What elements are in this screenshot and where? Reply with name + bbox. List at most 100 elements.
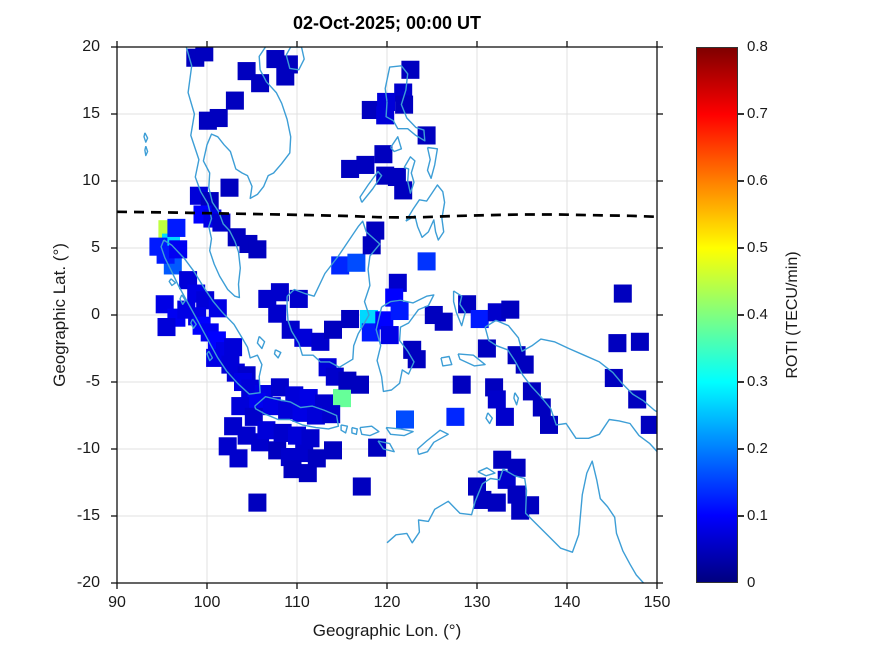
x-tick-label: 130 [463, 594, 491, 611]
colorbar-tick-label: 0.3 [747, 373, 768, 390]
roti-cell [497, 470, 516, 489]
coastline-path [285, 47, 305, 71]
roti-cell [640, 415, 657, 434]
y-tick-label: -20 [76, 574, 100, 591]
roti-cell [515, 355, 534, 374]
x-tick-label: 100 [193, 594, 221, 611]
roti-cell [540, 415, 558, 434]
roti-cell [283, 460, 302, 479]
roti-cell [251, 74, 270, 93]
roti-cell [396, 410, 414, 429]
roti-cell [322, 405, 341, 424]
roti-cell [167, 218, 186, 237]
coastline-path [179, 294, 187, 305]
roti-cell [285, 386, 304, 405]
roti-cell [388, 273, 407, 292]
colorbar-tick-mark [738, 180, 744, 182]
colorbar-tick-mark [738, 247, 744, 249]
roti-cell [299, 389, 318, 408]
roti-cell [289, 289, 308, 308]
y-tick-label: -10 [76, 440, 100, 457]
roti-cell [477, 339, 496, 358]
roti-cell [380, 326, 399, 345]
roti-cell [417, 252, 436, 271]
coastline-path [351, 426, 358, 435]
coastline-path [384, 65, 426, 142]
coastline-path [340, 424, 349, 434]
colorbar-tick-mark [738, 314, 744, 316]
roti-cell [229, 449, 248, 468]
x-axis-label: Geographic Lon. (°) [312, 621, 462, 640]
roti-cell [270, 283, 289, 302]
roti-cell [273, 423, 292, 442]
roti-cell [307, 449, 326, 468]
coastline-path [359, 425, 380, 437]
roti-cell [270, 378, 289, 397]
coastline-path [457, 353, 486, 367]
coastline-path [416, 429, 449, 456]
coastline-path [273, 349, 282, 359]
roti-cell [347, 253, 366, 272]
colorbar-tick-label: 0.1 [747, 507, 768, 524]
x-tick-label: 120 [373, 594, 401, 611]
coastline-path [485, 412, 493, 425]
roti-cell [356, 155, 375, 174]
coastline-path [254, 396, 340, 430]
plot-root [111, 41, 663, 589]
roti-cell [604, 368, 623, 388]
roti-cell [376, 106, 395, 125]
roti-cell [608, 334, 627, 353]
roti-cell [495, 407, 514, 426]
roti-cell [522, 382, 541, 401]
colorbar-tick-label: 0.7 [747, 105, 768, 122]
coastline-path [168, 278, 177, 287]
roti-cell [268, 304, 287, 323]
coastline-path [190, 318, 197, 330]
roti-cell [292, 403, 311, 422]
roti-cell [395, 95, 414, 114]
coastline-path [185, 47, 292, 299]
y-tick-label: 15 [82, 105, 100, 122]
coastline-path [385, 426, 414, 437]
x-tick-label: 110 [284, 594, 310, 611]
coastline-path [484, 326, 657, 453]
roti-cell [247, 393, 266, 412]
figure-title: 02-Oct-2025; 00:00 UT [292, 13, 482, 33]
roti-cell [394, 181, 413, 200]
coastline-path [359, 170, 383, 203]
y-tick-label: 20 [82, 38, 100, 55]
coastline-path [403, 156, 416, 194]
roti-cell [374, 145, 393, 164]
map-plot-area [111, 41, 663, 589]
roti-cell [390, 301, 409, 321]
colorbar [696, 47, 738, 583]
roti-cell [341, 159, 360, 178]
roti-cell [169, 240, 188, 259]
roti-cell [294, 328, 313, 347]
x-tick-label: 140 [553, 594, 581, 611]
coastline-path [452, 290, 466, 327]
roti-cell [276, 67, 295, 86]
roti-cell [224, 338, 243, 357]
roti-cell [487, 493, 506, 512]
coastline-path [375, 294, 435, 393]
roti-cell [487, 390, 506, 409]
roti-cell [434, 312, 453, 331]
roti-cell [209, 108, 228, 128]
colorbar-tick-label: 0.4 [747, 306, 768, 323]
coastline-path [206, 350, 214, 362]
x-tick-label: 90 [108, 594, 126, 611]
magnetic-equator-line [117, 210, 657, 219]
roti-cell [521, 496, 540, 515]
coastline-path [144, 145, 149, 157]
roti-cell [368, 438, 387, 457]
coastline-path [405, 184, 446, 241]
coastline-path [143, 132, 149, 143]
roti-cell [407, 350, 426, 369]
coastline-path [377, 440, 395, 453]
roti-cell [452, 375, 471, 394]
coastline-path [426, 146, 439, 179]
colorbar-tick-label: 0 [747, 574, 756, 591]
roti-cell [324, 320, 342, 339]
